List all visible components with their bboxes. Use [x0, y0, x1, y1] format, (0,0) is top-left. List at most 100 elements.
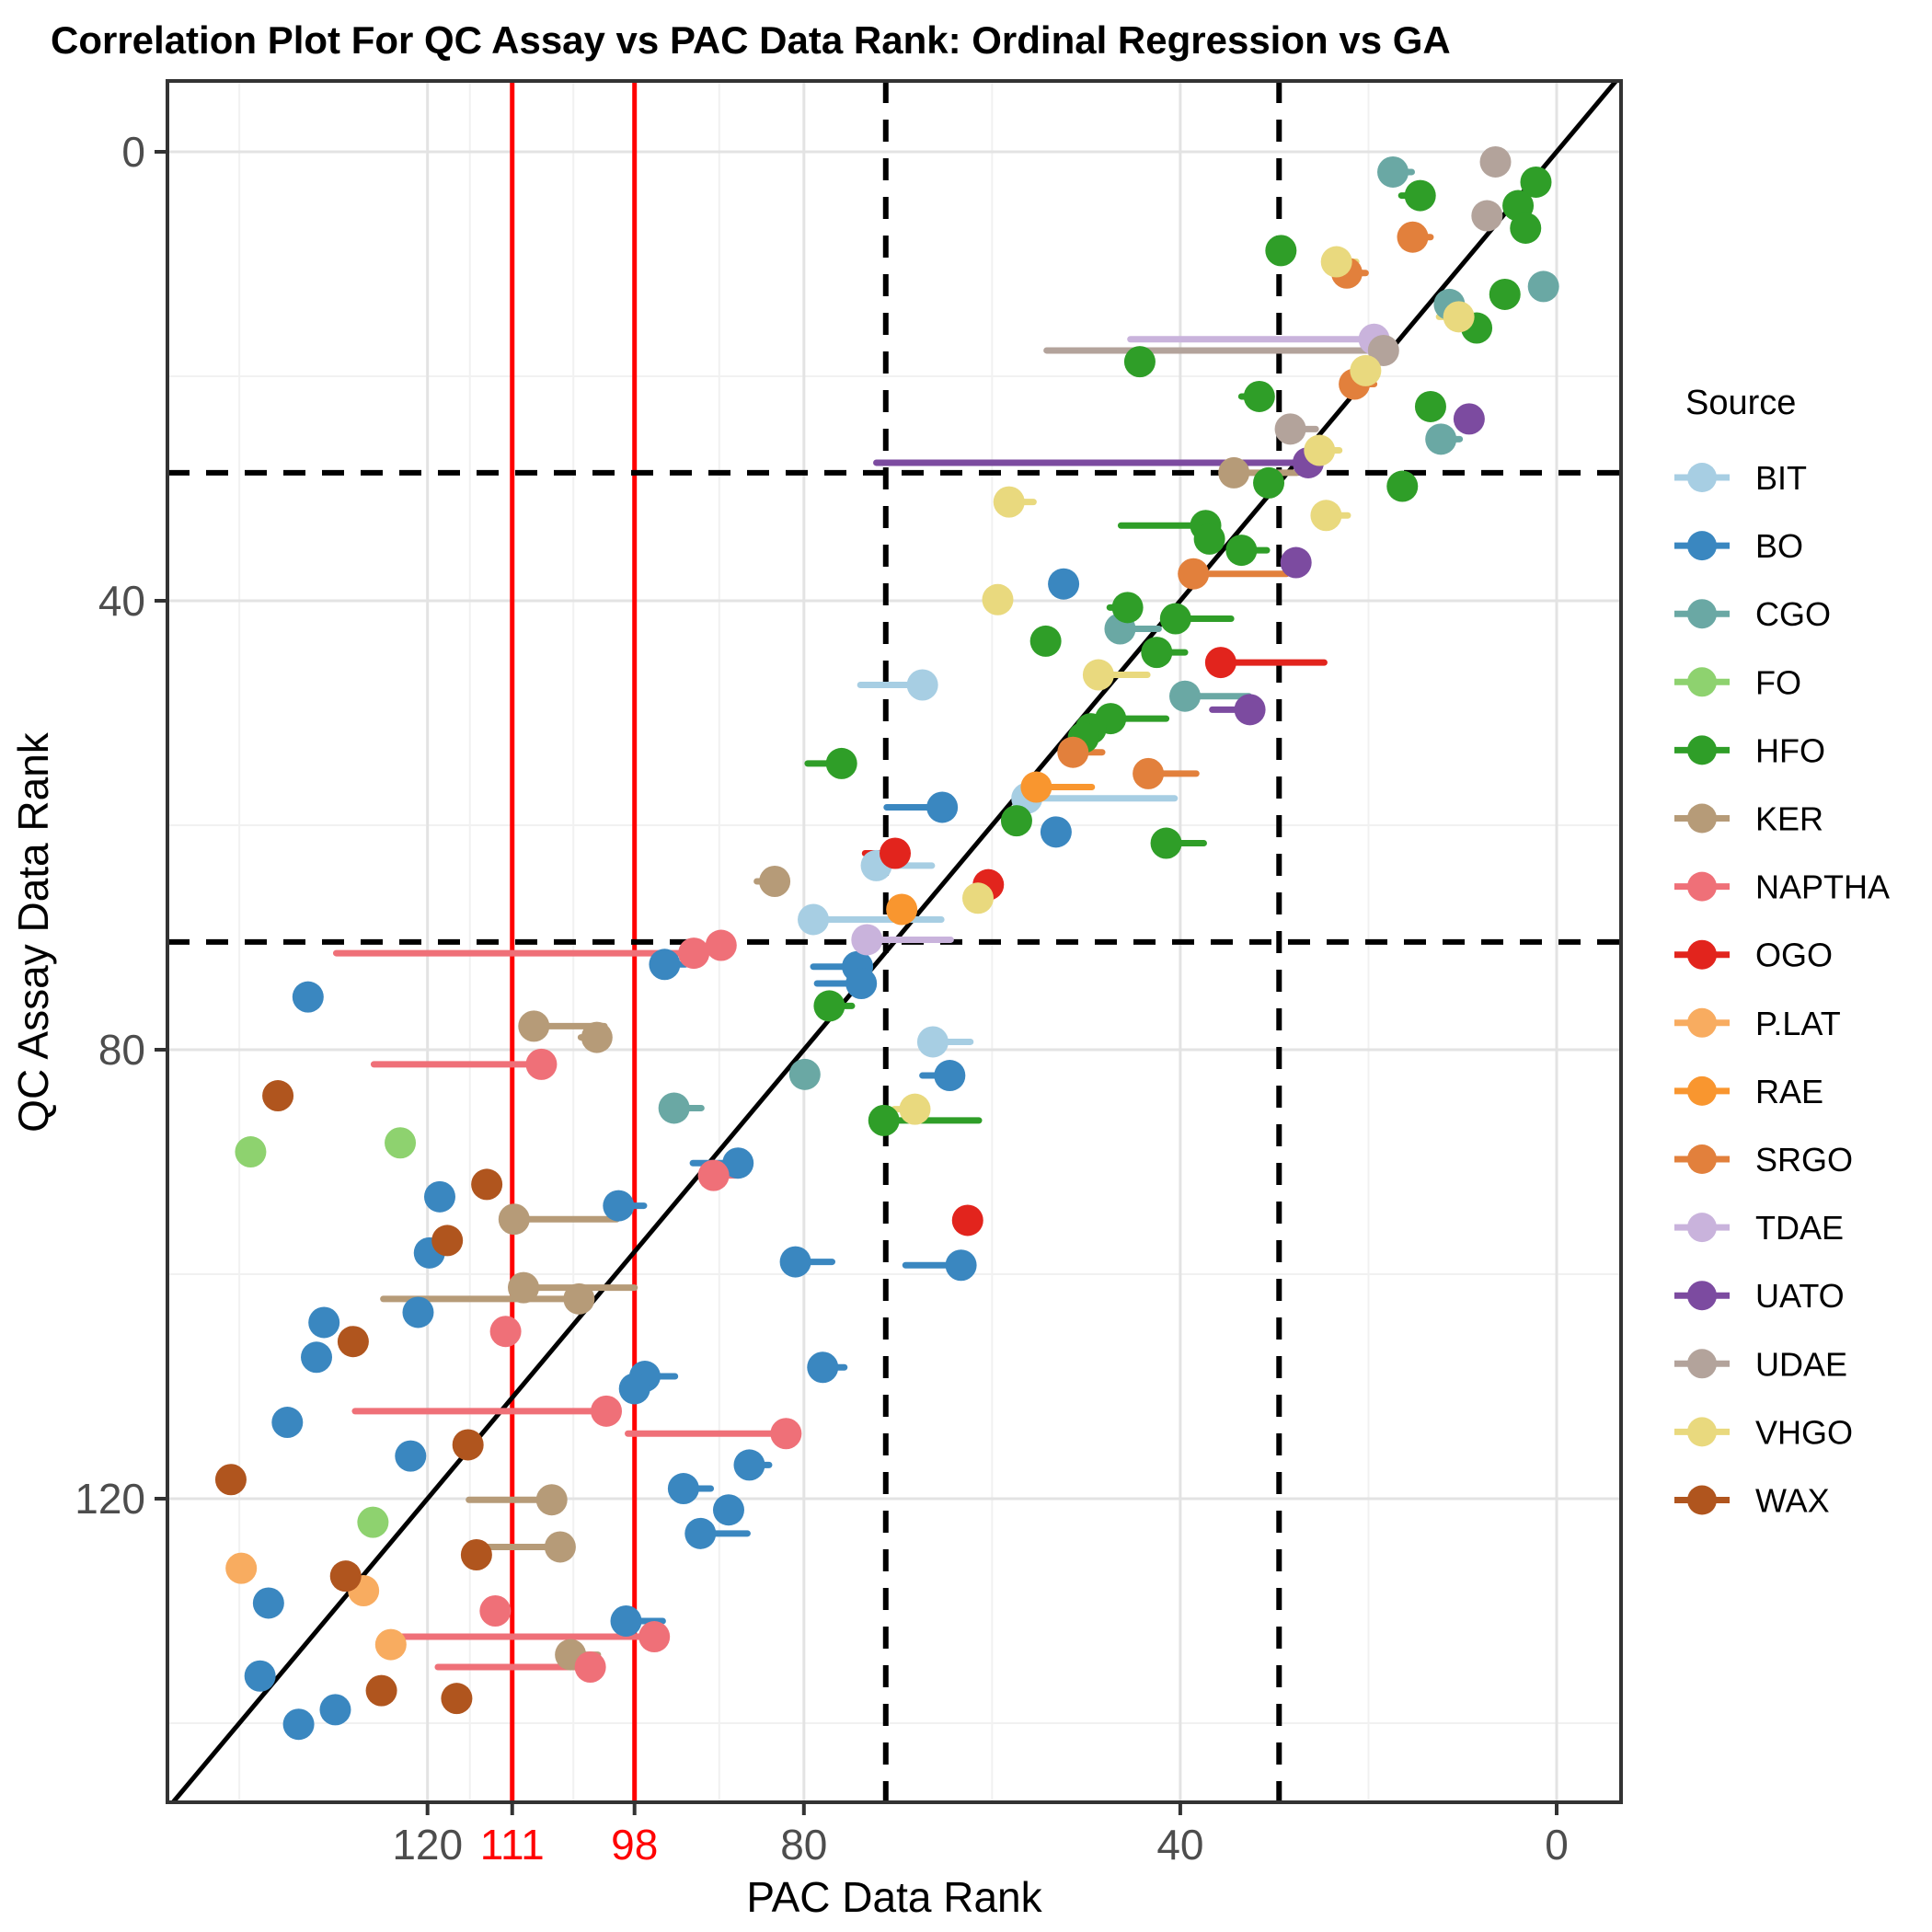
data-point	[591, 1395, 623, 1427]
data-point	[262, 1080, 294, 1112]
data-point	[697, 1159, 730, 1191]
data-point	[1169, 680, 1202, 712]
data-point	[1520, 166, 1552, 198]
data-point	[916, 1026, 949, 1058]
data-point	[770, 1418, 802, 1450]
x-tick-label: 111	[480, 1821, 545, 1869]
data-point	[1141, 637, 1173, 669]
legend-item-label: CGO	[1755, 595, 1831, 633]
legend-item-label: TDAE	[1755, 1209, 1844, 1247]
legend-glyph-dot	[1687, 1007, 1717, 1038]
data-point	[252, 1587, 284, 1619]
data-point	[292, 981, 324, 1013]
y-tick-label: 40	[98, 577, 145, 625]
data-point	[1280, 546, 1312, 579]
data-point	[813, 990, 845, 1022]
data-point	[1527, 270, 1559, 303]
legend-item-label: KER	[1755, 800, 1823, 838]
data-point	[271, 1407, 304, 1439]
data-point	[1414, 390, 1446, 422]
data-point	[1304, 434, 1336, 466]
data-point	[667, 1473, 699, 1505]
data-point	[788, 1058, 821, 1090]
data-point	[1253, 466, 1285, 499]
legend-item-label: WAX	[1755, 1482, 1830, 1520]
data-point	[337, 1326, 369, 1358]
legend-glyph-dot	[1687, 599, 1717, 629]
data-point	[649, 949, 681, 981]
data-point	[1234, 694, 1266, 726]
data-point	[945, 1249, 977, 1282]
data-point	[423, 1180, 455, 1213]
data-point	[489, 1316, 522, 1348]
data-point	[899, 1093, 931, 1125]
data-point	[678, 937, 710, 970]
legend-item-label: FO	[1755, 663, 1801, 701]
data-point	[395, 1440, 427, 1472]
data-point	[1310, 500, 1342, 532]
y-axis-title: QC Assay Data Rank	[9, 731, 57, 1133]
data-point	[1377, 155, 1409, 188]
data-point	[329, 1560, 362, 1593]
data-point	[1386, 470, 1419, 502]
data-point	[544, 1531, 576, 1563]
data-point	[1397, 221, 1429, 253]
legend-glyph-dot	[1687, 1485, 1717, 1515]
x-tick-label: 98	[611, 1821, 658, 1869]
legend-item-label: BO	[1755, 527, 1803, 565]
data-point	[225, 1552, 258, 1584]
data-point	[1123, 346, 1156, 378]
data-point	[906, 669, 938, 701]
legend-glyph-dot	[1687, 803, 1717, 834]
data-point	[1510, 212, 1542, 244]
legend-item-label: OGO	[1755, 937, 1833, 974]
data-point	[1367, 334, 1399, 366]
data-point	[603, 1190, 635, 1222]
data-point	[851, 924, 883, 956]
data-point	[452, 1429, 484, 1461]
data-point	[357, 1506, 389, 1538]
x-axis-title: PAC Data Rank	[746, 1873, 1042, 1921]
data-point	[1082, 659, 1114, 691]
data-point	[934, 1060, 966, 1092]
legend-item-label: P.LAT	[1755, 1005, 1841, 1042]
legend-item-label: SRGO	[1755, 1141, 1853, 1179]
data-point	[733, 1449, 765, 1481]
data-point	[1489, 278, 1521, 310]
data-point	[951, 1204, 983, 1236]
legend-item-label: RAE	[1755, 1073, 1823, 1110]
x-tick-label: 80	[780, 1821, 827, 1869]
data-point	[471, 1168, 503, 1201]
data-point	[535, 1484, 568, 1516]
data-point	[1243, 380, 1275, 412]
data-point	[374, 1628, 407, 1661]
chart-title: Correlation Plot For QC Assay vs PAC Dat…	[51, 18, 1451, 62]
legend-item-label: UDAE	[1755, 1345, 1847, 1383]
data-point	[385, 1127, 417, 1159]
data-point	[319, 1694, 351, 1726]
x-tick-label: 120	[392, 1821, 463, 1869]
data-point	[518, 1010, 550, 1042]
data-point	[1159, 603, 1191, 635]
legend-glyph-dot	[1687, 1144, 1717, 1174]
data-point	[1425, 423, 1457, 455]
data-point	[962, 882, 995, 914]
legend-item-label: BIT	[1755, 459, 1807, 497]
legend-glyph-dot	[1687, 1075, 1717, 1106]
data-point	[845, 968, 878, 1000]
y-tick-label: 120	[75, 1475, 145, 1523]
y-tick-label: 80	[98, 1026, 145, 1074]
data-point	[235, 1136, 267, 1168]
data-point	[1225, 535, 1258, 567]
data-point	[926, 791, 959, 823]
data-point	[993, 486, 1025, 518]
data-point	[1471, 200, 1503, 232]
data-point	[1048, 568, 1080, 600]
data-point	[1111, 592, 1144, 624]
data-point	[525, 1048, 558, 1080]
data-point	[759, 866, 791, 897]
data-point	[460, 1539, 492, 1570]
legend-item-label: NAPTHA	[1755, 868, 1890, 906]
